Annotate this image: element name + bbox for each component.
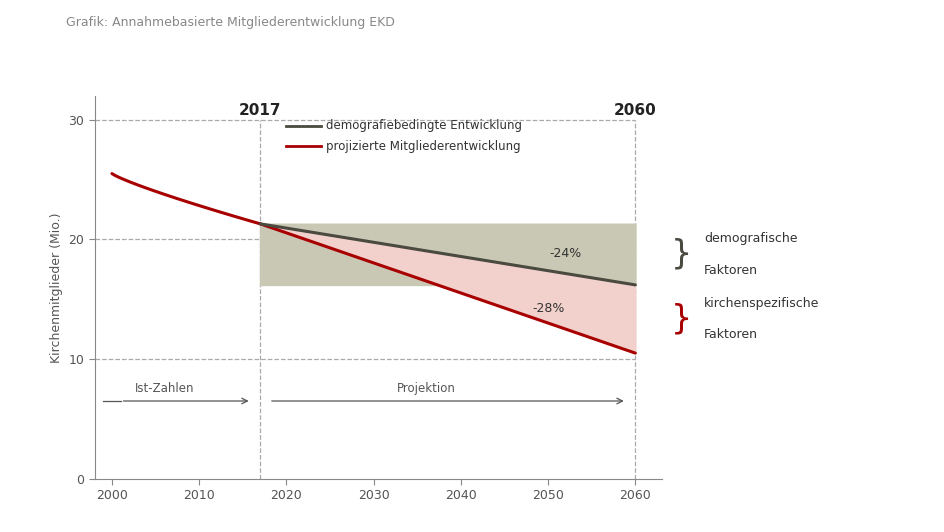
Text: Projektion: Projektion	[396, 382, 455, 395]
Text: 2060: 2060	[614, 103, 656, 118]
Text: Grafik: Annahmebasierte Mitgliederentwicklung EKD: Grafik: Annahmebasierte Mitgliederentwic…	[66, 16, 395, 29]
Text: Faktoren: Faktoren	[703, 328, 757, 342]
Text: }: }	[670, 303, 691, 336]
Y-axis label: Kirchenmitglieder (Mio.): Kirchenmitglieder (Mio.)	[50, 212, 62, 362]
Text: Ist-Zahlen: Ist-Zahlen	[134, 382, 194, 395]
Text: 2017: 2017	[239, 103, 281, 118]
Text: }: }	[670, 238, 691, 271]
Text: demografische: demografische	[703, 232, 797, 245]
Text: Faktoren: Faktoren	[703, 264, 757, 277]
Text: kirchenspezifische: kirchenspezifische	[703, 296, 818, 310]
Text: -28%: -28%	[531, 302, 564, 315]
Text: demografiebedingte Entwicklung: demografiebedingte Entwicklung	[326, 119, 521, 132]
Text: projizierte Mitgliederentwicklung: projizierte Mitgliederentwicklung	[326, 139, 520, 153]
Text: -24%: -24%	[548, 247, 582, 260]
